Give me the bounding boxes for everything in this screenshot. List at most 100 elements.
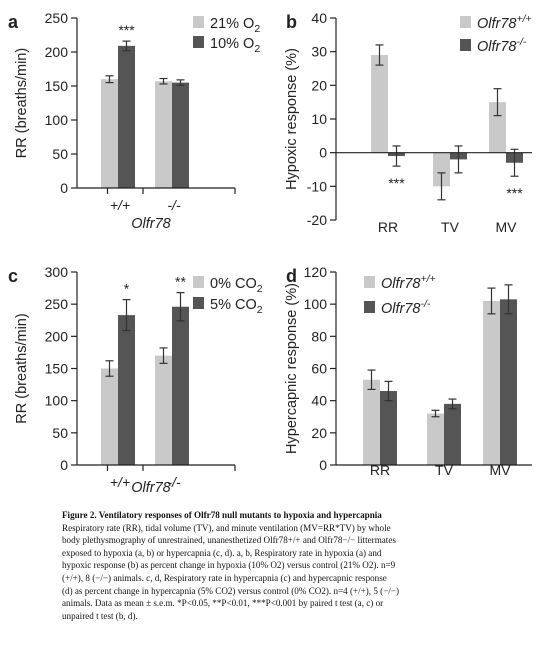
panel-letter: d [286,266,297,286]
bar [155,355,172,465]
legend-label: 21% O2 [210,16,260,35]
legend-swatch [193,36,204,48]
caption-line: hypoxic response (b) as percent change i… [62,560,396,571]
legend-label: 5% CO2 [210,297,263,316]
y-tick-label: 60 [311,361,327,377]
legend-swatch [364,276,375,288]
y-tick-label: 150 [45,361,69,377]
y-tick-label: 200 [45,328,69,344]
bar [118,315,135,465]
caption-title: Figure 2. Ventilatory responses of Olfr7… [62,510,382,520]
significance-label: ** [175,274,186,290]
y-tick-label: 150 [45,78,69,94]
legend-superscript: -/- [421,298,431,310]
y-tick-label: 100 [304,296,328,312]
y-tick-label: 0 [60,180,68,196]
y-tick-label: 40 [311,393,327,409]
bar [155,81,172,188]
x-tick-label: +/+ [110,197,130,213]
bar [500,299,517,465]
legend-superscript: +/+ [421,273,436,285]
y-tick-label: 0 [319,457,327,473]
x-tick-label: MV [490,462,512,478]
y-tick-label: 200 [45,44,69,60]
x-tick-label: RR [378,219,398,235]
panel-c: c 0 50 100 150 200 250 300 RR (breaths/min) +/+ -/… [8,264,263,496]
bar [433,152,450,187]
bar [172,306,189,465]
y-tick-label: 100 [45,393,69,409]
bar [118,45,135,188]
y-tick-label: 250 [45,10,69,26]
legend-swatch [193,297,204,309]
bar [371,55,388,153]
panel-a: a 0 50 100 150 200 250 RR (breaths/min) +/+ -/- Ol… [8,10,260,232]
significance-label: *** [118,22,135,38]
legend-label: Olfr78-/- [381,298,431,317]
legend-label: Olfr78+/+ [381,273,436,292]
legend-superscript: +/+ [517,13,532,25]
bar [101,79,118,188]
legend-swatch [364,301,375,313]
bar [444,403,461,465]
caption-line: exposed to hypoxia (a, b) or hypercapnia… [62,547,382,558]
legend-swatch [460,16,471,28]
y-tick-label: -20 [307,212,327,228]
panel-letter: c [8,266,18,286]
caption-line: body plethysmography of unrestrained, un… [62,535,396,546]
legend-swatch [460,39,471,51]
legend-subscript: 2 [254,23,260,35]
bar [489,102,506,153]
panel-letter: b [286,12,297,32]
y-tick-label: 40 [311,10,327,26]
bar [101,368,118,465]
bar [172,82,189,188]
legend-swatch [193,16,204,28]
x-tick-label: RR [370,462,390,478]
y-tick-label: 80 [311,328,327,344]
bar [427,413,444,465]
y-tick-label: 0 [319,145,327,161]
y-tick-label: 0 [60,457,68,473]
y-tick-label: 20 [311,425,327,441]
bar [483,300,500,465]
x-tick-label: -/- [167,474,181,490]
legend-swatch [193,276,204,288]
legend-label: Olfr78+/+ [477,13,532,32]
caption-line: Respiratory rate (RR), tidal volume (TV)… [62,522,391,533]
panel-letter: a [8,12,19,32]
y-tick-label: 30 [311,44,327,60]
y-tick-label: 10 [311,111,327,127]
x-tick-label: TV [435,462,454,478]
caption-line: (d) as percent change in hypercapnia (5%… [62,585,400,596]
significance-label: *** [506,185,523,201]
y-tick-label: 50 [52,146,68,162]
y-axis-title: RR (breaths/min) [14,313,30,423]
y-axis-title: Hypoxic response (%) [284,48,300,190]
x-tick-label: MV [496,219,518,235]
significance-label: * [124,281,130,297]
legend-label: 0% CO2 [210,276,263,295]
x-tick-label: -/- [167,197,181,213]
x-tick-label: TV [441,219,460,235]
x-axis-title: Olfr78 [131,216,171,232]
significance-label: *** [388,175,405,191]
caption-line: (+/+), 8 (−/−) animals. c, d, Respirator… [62,572,387,583]
legend-label: Olfr78-/- [477,36,527,55]
y-axis-title: RR (breaths/min) [14,48,30,158]
caption-line: animals. Data as mean ± s.e.m. *P<0.05, … [62,598,384,609]
y-tick-label: -10 [307,178,327,194]
y-tick-label: 20 [311,77,327,93]
figure-caption: Figure 2. Ventilatory responses of Olfr7… [62,509,502,622]
panel-b: b -20 -10 0 10 20 30 40 Hypoxic response (%) RR TV… [284,10,532,235]
y-tick-label: 50 [52,425,68,441]
legend-subscript: 2 [257,304,263,316]
y-tick-label: 120 [304,264,328,280]
caption-line: unpaired t test (b, d). [62,610,138,621]
bar [363,379,380,465]
y-tick-label: 250 [45,296,69,312]
legend-subscript: 2 [257,283,263,295]
legend-label: 10% O2 [210,36,260,55]
